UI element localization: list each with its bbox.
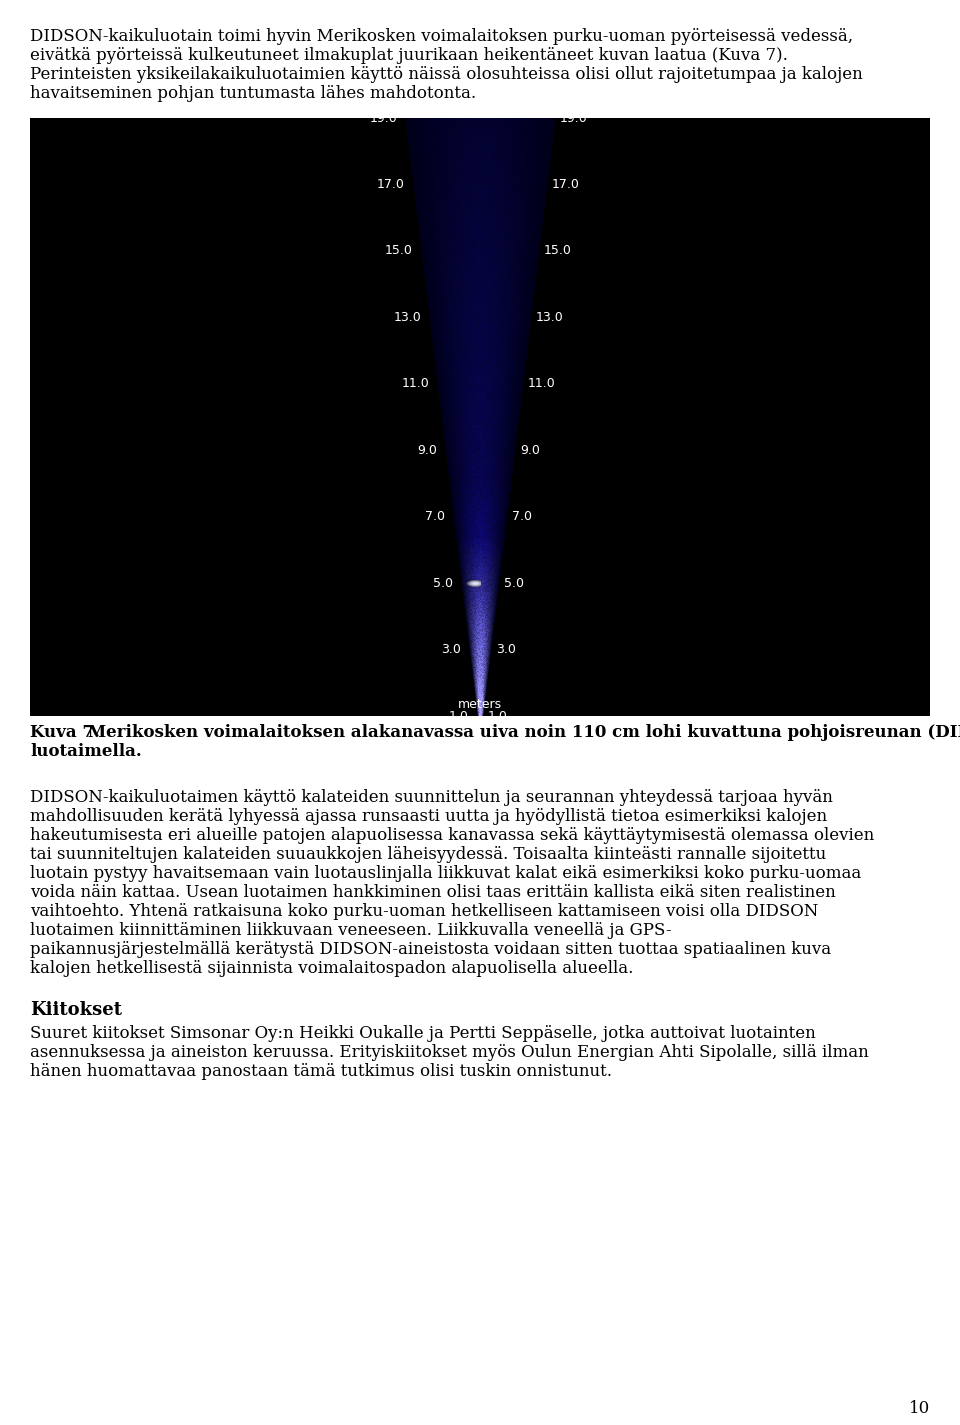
Text: 17.0: 17.0 xyxy=(552,178,580,191)
Text: eivätkä pyörteissä kulkeutuneet ilmakuplat juurikaan heikentäneet kuvan laatua (: eivätkä pyörteissä kulkeutuneet ilmakupl… xyxy=(30,47,788,64)
Text: mahdollisuuden kerätä lyhyessä ajassa runsaasti uutta ja hyödyllistä tietoa esim: mahdollisuuden kerätä lyhyessä ajassa ru… xyxy=(30,808,828,825)
Text: voida näin kattaa. Usean luotaimen hankkiminen olisi taas erittäin kallista eikä: voida näin kattaa. Usean luotaimen hankk… xyxy=(30,884,836,901)
Text: 7.0: 7.0 xyxy=(512,510,532,523)
Text: 3.0: 3.0 xyxy=(442,643,461,656)
Text: Suuret kiitokset Simsonar Oy:n Heikki Oukalle ja Pertti Seppäselle, jotka auttoi: Suuret kiitokset Simsonar Oy:n Heikki Ou… xyxy=(30,1025,816,1042)
Text: 13.0: 13.0 xyxy=(536,311,564,323)
Text: 3.0: 3.0 xyxy=(496,643,516,656)
Text: hakeutumisesta eri alueille patojen alapuolisessa kanavassa sekä käyttäytymisest: hakeutumisesta eri alueille patojen alap… xyxy=(30,826,875,844)
Text: 15.0: 15.0 xyxy=(544,245,572,258)
Text: havaitseminen pohjan tuntumasta lähes mahdotonta.: havaitseminen pohjan tuntumasta lähes ma… xyxy=(30,86,476,103)
Text: paikannusjärjestelmällä kerätystä DIDSON-aineistosta voidaan sitten tuottaa spat: paikannusjärjestelmällä kerätystä DIDSON… xyxy=(30,940,831,958)
Text: 19.0: 19.0 xyxy=(370,111,397,124)
Bar xyxy=(30,118,930,715)
Text: 9.0: 9.0 xyxy=(520,443,540,457)
Text: tai suunniteltujen kalateiden suuaukkojen läheisyydessä. Toisaalta kiinteästi ra: tai suunniteltujen kalateiden suuaukkoje… xyxy=(30,846,827,864)
Text: 19.0: 19.0 xyxy=(560,111,588,124)
Text: DIDSON-kaikuluotaimen käyttö kalateiden suunnittelun ja seurannan yhteydessä tar: DIDSON-kaikuluotaimen käyttö kalateiden … xyxy=(30,789,833,807)
Text: DIDSON-kaikuluotain toimi hyvin Merikosken voimalaitoksen purku-uoman pyörteises: DIDSON-kaikuluotain toimi hyvin Merikosk… xyxy=(30,28,853,46)
Text: 7.0: 7.0 xyxy=(425,510,445,523)
Text: Kuva 7.: Kuva 7. xyxy=(30,724,100,741)
Text: 10: 10 xyxy=(909,1399,930,1416)
Text: asennuksessa ja aineiston keruussa. Erityiskiitokset myös Oulun Energian Ahti Si: asennuksessa ja aineiston keruussa. Erit… xyxy=(30,1045,869,1062)
Text: luotaimen kiinnittäminen liikkuvaan veneeseen. Liikkuvalla veneellä ja GPS-: luotaimen kiinnittäminen liikkuvaan vene… xyxy=(30,922,672,939)
Text: hänen huomattavaa panostaan tämä tutkimus olisi tuskin onnistunut.: hänen huomattavaa panostaan tämä tutkimu… xyxy=(30,1063,612,1080)
Text: 9.0: 9.0 xyxy=(418,443,437,457)
Text: 11.0: 11.0 xyxy=(401,378,429,390)
Text: 1.0: 1.0 xyxy=(449,710,469,722)
Text: meters: meters xyxy=(458,698,502,711)
Text: 17.0: 17.0 xyxy=(377,178,405,191)
Text: 13.0: 13.0 xyxy=(394,311,421,323)
Text: luotaimella.: luotaimella. xyxy=(30,742,142,760)
Text: 15.0: 15.0 xyxy=(385,245,413,258)
Text: Merikosken voimalaitoksen alakanavassa uiva noin 110 cm lohi kuvattuna pohjoisre: Merikosken voimalaitoksen alakanavassa u… xyxy=(82,724,960,741)
Text: Kiitokset: Kiitokset xyxy=(30,1000,122,1019)
Text: 1.0: 1.0 xyxy=(488,710,508,722)
Text: 11.0: 11.0 xyxy=(528,378,556,390)
Text: luotain pystyy havaitsemaan vain luotauslinjalla liikkuvat kalat eikä esimerkiks: luotain pystyy havaitsemaan vain luotaus… xyxy=(30,865,861,882)
Text: kalojen hetkellisestä sijainnista voimalaitospadon alapuolisella alueella.: kalojen hetkellisestä sijainnista voimal… xyxy=(30,960,634,978)
Text: Perinteisten yksikeilakaikuluotaimien käyttö näissä olosuhteissa olisi ollut raj: Perinteisten yksikeilakaikuluotaimien kä… xyxy=(30,66,863,83)
Text: vaihtoehto. Yhtenä ratkaisuna koko purku-uoman hetkelliseen kattamiseen voisi ol: vaihtoehto. Yhtenä ratkaisuna koko purku… xyxy=(30,903,818,921)
Text: 5.0: 5.0 xyxy=(433,577,453,590)
Text: 5.0: 5.0 xyxy=(504,577,524,590)
